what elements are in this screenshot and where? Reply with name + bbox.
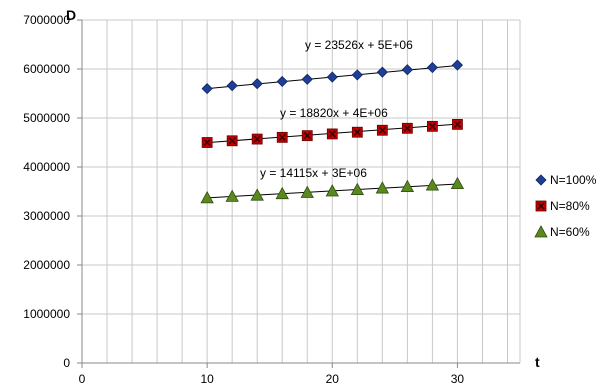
trendline-equation: y = 18820x + 4E+06: [280, 106, 388, 120]
data-point: [426, 61, 438, 74]
y-tick-label: 5000000: [23, 111, 70, 125]
trendline-equation: y = 14115x + 3E+06: [260, 166, 367, 180]
y-tick-label: 6000000: [23, 62, 70, 76]
y-axis-tick-labels: 0 1000000 2000000 3000000 4000000 5000000 6000…: [23, 13, 70, 370]
data-point: [401, 122, 413, 134]
x-tick-label: 20: [326, 372, 340, 386]
legend: N=100% N=80% N=60%: [534, 173, 597, 239]
data-point: [251, 133, 263, 145]
gridlines: [82, 19, 521, 363]
legend-label: N=60%: [550, 225, 590, 239]
data-point: [401, 64, 413, 76]
data-point: [452, 118, 463, 130]
data-point: [350, 182, 364, 195]
data-point: [351, 126, 363, 138]
x-tick-label: 30: [451, 372, 465, 386]
data-point: [201, 83, 213, 95]
legend-label: N=100%: [550, 173, 597, 187]
x-axis-tick-labels: 0 10 20 30: [79, 372, 465, 386]
data-point: [425, 178, 440, 191]
trendline-equations: y = 23526x + 5E+06 y = 18820x + 4E+06 y = …: [260, 38, 413, 180]
trendline-equation: y = 23526x + 5E+06: [305, 38, 413, 52]
data-point: [376, 124, 388, 136]
data-point: [251, 78, 263, 90]
legend-marker: [535, 200, 547, 212]
data-point: [276, 131, 288, 143]
y-tick-label: 7000000: [23, 13, 70, 27]
axes: [77, 19, 520, 368]
legend-label: N=80%: [550, 199, 590, 213]
data-point: [351, 69, 363, 81]
data-point: [326, 71, 338, 83]
y-tick-label: 3000000: [23, 209, 70, 223]
data-point: [326, 128, 338, 140]
data-point: [250, 188, 264, 201]
x-tick-label: 10: [200, 372, 214, 386]
y-tick-label: 2000000: [23, 258, 70, 272]
x-axis-title: t: [535, 354, 540, 370]
data-point: [301, 73, 313, 85]
data-point: [276, 75, 288, 88]
data-point: [400, 179, 415, 193]
data-point: [451, 59, 463, 71]
data-point: [450, 176, 465, 190]
data-point: [201, 137, 213, 148]
data-point: [226, 135, 238, 147]
data-point: [300, 185, 314, 198]
data-point: [301, 130, 313, 142]
data-point: [225, 189, 239, 202]
data-point: [325, 184, 339, 197]
y-tick-label: 4000000: [23, 160, 70, 174]
y-axis-title: D: [66, 7, 76, 23]
data-point: [200, 191, 214, 204]
data-point: [275, 186, 289, 200]
legend-marker: [534, 225, 548, 238]
data-point: [426, 120, 438, 132]
data-point: [226, 80, 238, 92]
x-tick-label: 0: [79, 372, 86, 386]
y-tick-label: 0: [63, 356, 70, 370]
data-point: [376, 66, 388, 78]
y-tick-label: 1000000: [23, 307, 70, 321]
legend-marker: [535, 174, 547, 186]
data-points: [200, 59, 465, 204]
data-point: [375, 181, 390, 194]
